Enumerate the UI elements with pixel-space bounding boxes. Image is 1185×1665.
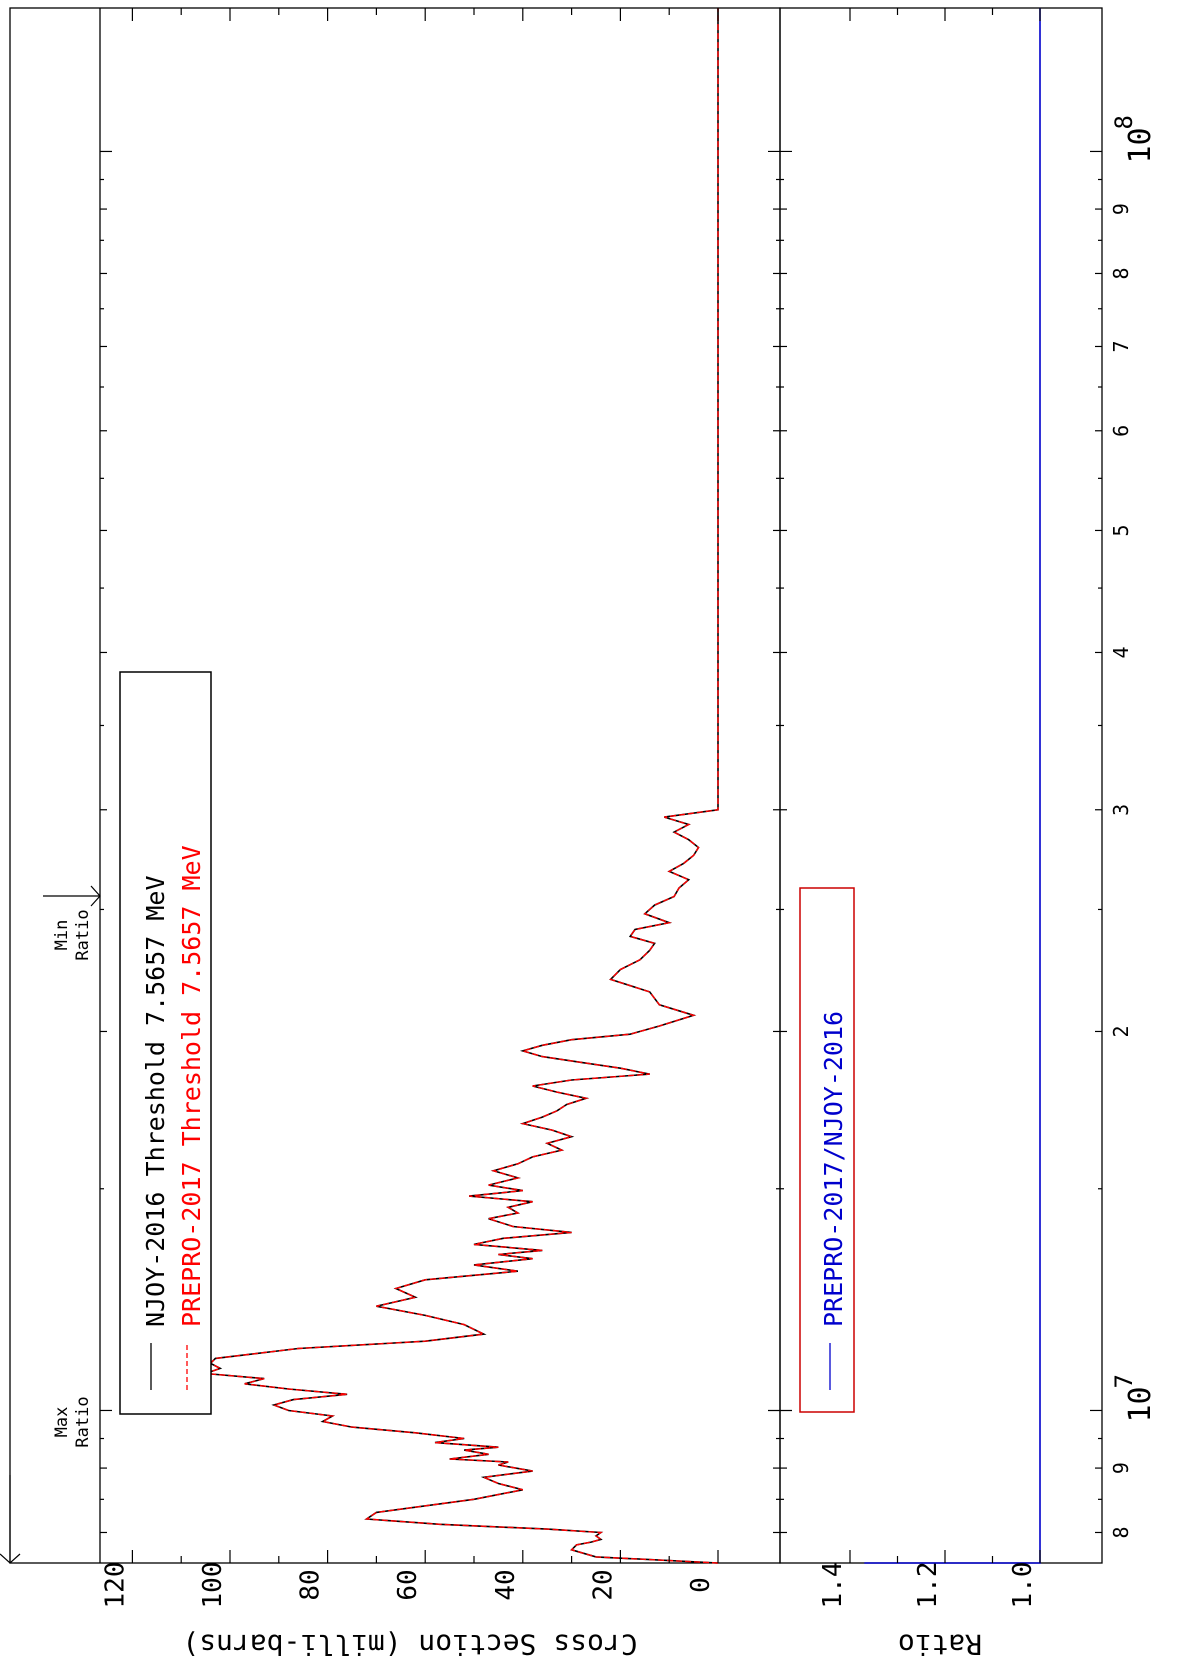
x-major-tick-label-1: 108 <box>1110 115 1158 163</box>
top-ytick-label-0: 0 <box>686 1577 716 1593</box>
max-ratio-arrow-head <box>0 1553 21 1564</box>
max-ratio-label-line2: Ratio <box>73 1396 93 1447</box>
top-panel-ylabel: Cross Section (milli-barns) <box>182 1628 637 1661</box>
max-ratio-label-line1: Max <box>52 1407 72 1438</box>
ratio-panel-ylabel: Ratio <box>898 1628 982 1661</box>
x-tick-label-3: 3 <box>1109 804 1133 816</box>
max-ratio-annotation: Max Ratio <box>0 1396 93 1564</box>
x-tick-label-0: 8 <box>1109 1526 1133 1538</box>
series-prepro-line <box>205 8 719 1564</box>
min-ratio-label-line1: Min <box>52 920 72 951</box>
ratio-legend-box <box>799 887 855 1413</box>
x-tick-label-4: 4 <box>1109 646 1133 658</box>
top-legend: NJOY-2016 Threshold 7.5657 MeV PREPRO-20… <box>119 671 212 1415</box>
x-major-tick-label-0: 107 <box>1110 1374 1158 1422</box>
x-tick-label-1: 9 <box>1109 1462 1133 1474</box>
top-legend-box <box>119 671 212 1415</box>
series-ratio-line <box>864 8 1041 1564</box>
min-ratio-annotation: Min Ratio <box>43 885 101 961</box>
top-ytick-label-4: 80 <box>296 1569 326 1600</box>
x-major-tick-exp: 7 <box>1110 1374 1138 1388</box>
top-ytick-label-6: 120 <box>100 1562 130 1609</box>
x-tick-label-7: 7 <box>1109 340 1133 352</box>
legend-prepro-label: PREPRO-2017 Threshold 7.5657 MeV <box>177 845 206 1327</box>
x-major-tick-base: 10 <box>1123 127 1158 163</box>
ratio-ytick-label-2: 1.4 <box>818 1562 848 1609</box>
x-tick-label-6: 6 <box>1109 425 1133 437</box>
ratio-ytick-label-1: 1.2 <box>913 1562 943 1609</box>
x-tick-label-8: 8 <box>1109 267 1133 279</box>
x-tick-label-5: 5 <box>1109 524 1133 536</box>
x-tick-label-2: 2 <box>1109 1025 1133 1037</box>
ratio-legend: PREPRO-2017/NJOY-2016 <box>799 887 855 1413</box>
x-major-tick-base: 10 <box>1123 1386 1158 1422</box>
series-njoy-line <box>205 8 719 1564</box>
x-major-tick-exp: 8 <box>1110 115 1138 129</box>
top-ytick-label-5: 100 <box>198 1562 228 1609</box>
legend-ratio-label: PREPRO-2017/NJOY-2016 <box>819 1011 848 1327</box>
top-ytick-label-2: 40 <box>491 1569 521 1600</box>
min-ratio-label-line2: Ratio <box>73 909 93 960</box>
top-ytick-label-1: 20 <box>588 1569 618 1600</box>
top-ytick-label-3: 60 <box>393 1569 423 1600</box>
x-tick-label-9: 9 <box>1109 203 1133 215</box>
min-ratio-arrow-head <box>90 885 101 907</box>
ratio-ytick-label-0: 1.0 <box>1008 1562 1038 1609</box>
legend-njoy-label: NJOY-2016 Threshold 7.5657 MeV <box>141 875 170 1327</box>
